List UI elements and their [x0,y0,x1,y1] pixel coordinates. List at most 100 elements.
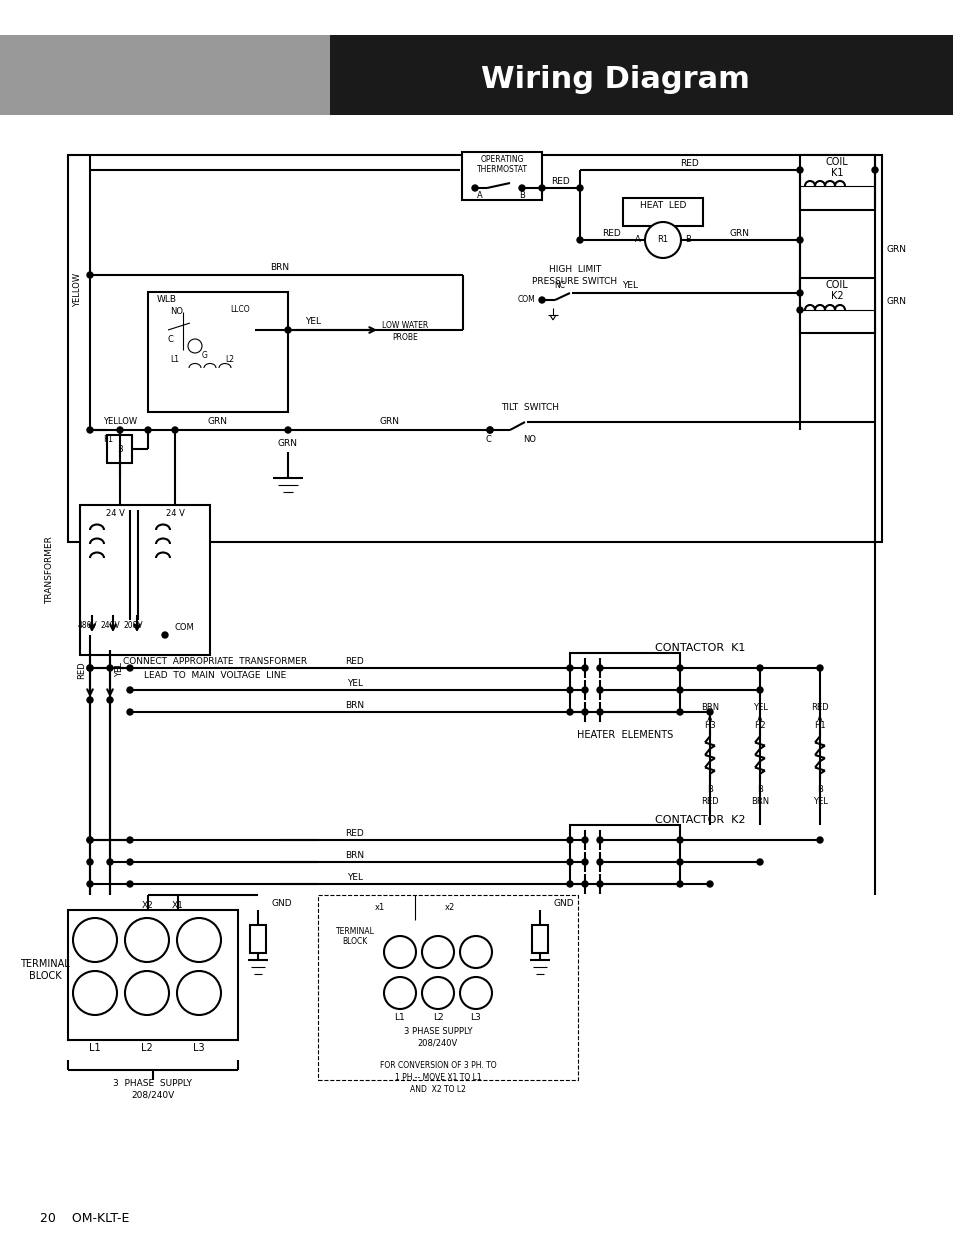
Circle shape [459,936,492,968]
Text: 3 PHASE SUPPLY: 3 PHASE SUPPLY [403,1028,472,1036]
Circle shape [73,971,117,1015]
Text: X2: X2 [142,900,153,909]
Text: NO: NO [170,308,183,316]
Text: BRN: BRN [345,700,364,709]
Text: RED: RED [345,657,364,666]
Bar [107,435,132,463]
Text: 480V: 480V [78,620,98,630]
Text: A: A [817,715,822,725]
Circle shape [581,664,587,671]
Circle shape [577,237,582,243]
Text: 240V: 240V [100,620,120,630]
Circle shape [566,709,573,715]
Bar [330,35,953,115]
Text: 3  PHASE  SUPPLY: 3 PHASE SUPPLY [113,1078,193,1088]
Text: A: A [706,715,712,725]
Text: GND: GND [554,899,574,908]
Text: RED: RED [602,228,620,237]
Text: COM: COM [174,624,194,632]
Circle shape [796,290,802,296]
Circle shape [677,837,682,844]
Circle shape [172,427,178,433]
Circle shape [486,427,493,433]
Circle shape [107,664,112,671]
Circle shape [87,860,92,864]
Circle shape [757,664,762,671]
Text: GRN: GRN [886,298,906,306]
Circle shape [566,687,573,693]
Circle shape [677,860,682,864]
Circle shape [107,697,112,703]
Circle shape [566,860,573,864]
Text: H3: H3 [703,720,715,730]
Circle shape [871,167,877,173]
Circle shape [384,936,416,968]
Text: L3: L3 [193,1044,205,1053]
Circle shape [127,709,132,715]
Bar [569,653,679,713]
Circle shape [796,167,802,173]
Circle shape [87,697,92,703]
Text: YELLOW: YELLOW [73,273,82,308]
Circle shape [285,427,291,433]
Text: BRN: BRN [270,263,290,272]
Text: B: B [757,785,762,794]
Circle shape [757,687,762,693]
Text: RED: RED [810,704,828,713]
Circle shape [581,709,587,715]
Circle shape [87,272,92,278]
Text: L1: L1 [395,1013,405,1021]
Text: 208V: 208V [123,620,143,630]
Text: GRN: GRN [379,417,399,426]
Text: WLB: WLB [157,295,177,305]
Circle shape [188,338,202,353]
Text: TRANSFORMER: TRANSFORMER [46,536,54,604]
Text: x1: x1 [375,904,385,913]
Circle shape [597,664,602,671]
Text: NC: NC [554,282,565,290]
Bar [569,825,679,884]
Text: LLCO: LLCO [230,305,250,315]
Text: 3: 3 [117,445,123,453]
Text: F1: F1 [103,436,113,445]
Circle shape [581,860,587,864]
Circle shape [87,427,92,433]
Text: GRN: GRN [277,438,297,447]
Text: 20    OM-KLT-E: 20 OM-KLT-E [40,1212,130,1224]
Bar [800,278,874,333]
Text: 24 V: 24 V [166,509,184,517]
Text: H1: H1 [813,720,825,730]
Circle shape [677,709,682,715]
Circle shape [757,860,762,864]
Text: GRN: GRN [208,417,228,426]
Text: YEL: YEL [621,280,638,289]
Circle shape [421,936,454,968]
Text: 1 PH.-- MOVE X1 TO L1: 1 PH.-- MOVE X1 TO L1 [395,1072,481,1082]
Circle shape [177,971,221,1015]
Circle shape [73,918,117,962]
Text: RED: RED [77,661,87,679]
Text: COIL: COIL [824,157,847,167]
Circle shape [87,664,92,671]
Circle shape [127,860,132,864]
Text: H2: H2 [754,720,765,730]
Text: CONNECT  APPROPRIATE  TRANSFORMER: CONNECT APPROPRIATE TRANSFORMER [123,657,307,667]
Text: HIGH  LIMIT: HIGH LIMIT [548,266,600,274]
Text: A: A [757,715,762,725]
Bar [68,910,237,1040]
Circle shape [597,687,602,693]
Circle shape [87,837,92,844]
Text: NO: NO [523,436,536,445]
Text: 24 V: 24 V [106,509,124,517]
Text: HEAT  LED: HEAT LED [639,201,685,210]
Text: A: A [476,191,482,200]
Text: BRN: BRN [700,704,719,713]
Bar [461,152,541,200]
Circle shape [107,860,112,864]
Text: L2: L2 [141,1044,152,1053]
Circle shape [566,837,573,844]
Text: CONTACTOR  K1: CONTACTOR K1 [654,643,744,653]
Circle shape [421,977,454,1009]
Circle shape [127,687,132,693]
Text: L2: L2 [433,1013,443,1021]
